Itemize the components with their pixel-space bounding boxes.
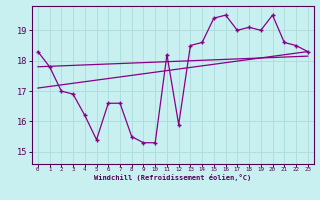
X-axis label: Windchill (Refroidissement éolien,°C): Windchill (Refroidissement éolien,°C) [94,174,252,181]
